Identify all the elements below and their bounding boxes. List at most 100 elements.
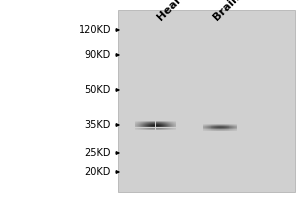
Bar [207,128,208,129]
Bar [233,129,234,130]
Bar [164,126,165,127]
Bar [159,128,160,129]
Bar [233,125,234,126]
Bar [144,126,145,127]
Bar [237,127,238,128]
Bar [232,128,233,129]
Bar [146,128,147,129]
Bar [227,125,228,126]
Bar [160,129,161,130]
Bar [160,125,161,126]
Bar [170,128,171,129]
Bar [220,126,221,127]
Bar [163,122,164,123]
Bar [136,121,137,122]
Bar [165,124,166,125]
Bar [150,123,152,124]
Bar [217,129,218,130]
Bar [230,127,231,128]
Bar [160,129,162,130]
Bar [210,129,211,130]
Bar [166,122,167,123]
Bar [222,128,223,129]
Bar [167,121,168,122]
Bar [146,126,147,127]
Bar [222,126,223,127]
Bar [229,128,230,129]
Bar [174,126,175,127]
Bar [203,129,204,130]
Bar [142,122,143,123]
Bar [213,127,214,128]
Bar [135,124,136,125]
Bar [174,123,175,124]
Bar [234,127,235,128]
Bar [221,127,222,128]
Bar [152,124,153,125]
Bar [148,121,149,122]
Bar [205,129,206,130]
Bar [173,125,174,126]
Bar [226,128,227,129]
Bar [141,125,142,126]
Bar [141,123,142,124]
Bar [210,127,211,128]
Bar [143,124,144,125]
Bar [225,129,226,130]
Bar [219,126,220,127]
Bar [166,125,167,126]
Bar [135,128,136,129]
Bar [171,124,172,125]
Bar [237,128,238,129]
Bar [172,122,173,123]
Bar [225,128,226,129]
Bar [205,127,206,128]
Bar [213,125,214,126]
Bar [162,125,163,126]
Bar [155,124,157,125]
Bar [167,124,168,125]
Bar [138,126,139,127]
Bar [164,129,165,130]
Bar [232,126,233,127]
Bar [160,122,162,123]
Bar [158,128,159,129]
Bar [147,121,148,122]
Bar [209,128,210,129]
Bar [202,129,203,130]
Bar [214,125,215,126]
Bar [164,121,165,122]
Bar [135,122,136,123]
Bar [154,126,155,127]
Bar [212,127,213,128]
Bar [215,129,216,130]
Bar [140,124,141,125]
Bar [137,121,138,122]
Bar [226,129,227,130]
Bar [150,122,152,123]
Bar [160,123,161,124]
Bar [150,125,152,126]
Bar [166,128,167,129]
Bar [226,125,227,126]
Bar [147,124,148,125]
Bar [159,121,160,122]
Bar [145,126,146,127]
Bar [148,124,149,125]
Bar [206,127,207,128]
Bar [152,123,153,124]
Bar [172,124,173,125]
Bar [234,128,235,129]
Bar [136,122,137,123]
Bar [155,128,157,129]
Bar [137,126,138,127]
Bar [238,127,239,128]
Bar [142,125,143,126]
Bar [152,126,153,127]
Bar [137,125,138,126]
Bar [152,125,153,126]
Bar [170,123,171,124]
Bar [162,126,163,127]
Bar [229,127,230,128]
Bar [146,124,147,125]
